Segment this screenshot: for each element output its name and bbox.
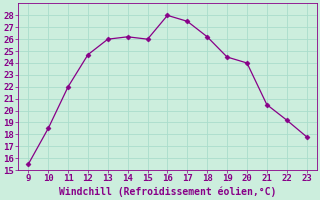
X-axis label: Windchill (Refroidissement éolien,°C): Windchill (Refroidissement éolien,°C) bbox=[59, 186, 276, 197]
